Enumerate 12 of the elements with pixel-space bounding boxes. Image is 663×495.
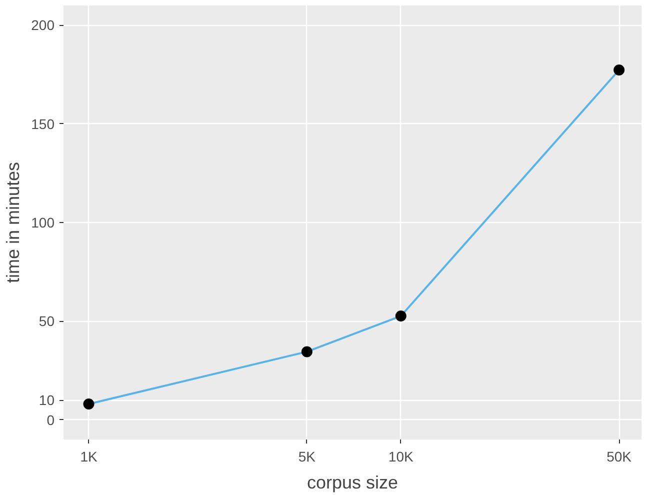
- y-tick-label: 150: [31, 116, 55, 132]
- y-tick-label: 100: [31, 214, 55, 230]
- y-tick-label: 200: [31, 17, 55, 34]
- x-axis-title: corpus size: [306, 472, 398, 492]
- x-tick-label: 5K: [298, 448, 316, 464]
- x-tick-label: 50K: [606, 448, 632, 464]
- y-axis-title: time in minutes: [3, 162, 24, 284]
- y-tick-label: 0: [46, 412, 55, 428]
- x-tick-label: 10K: [388, 448, 414, 464]
- x-tick-label: 1K: [80, 448, 98, 464]
- y-tick-label: 10: [38, 392, 55, 408]
- y-tick-label: 50: [38, 313, 55, 330]
